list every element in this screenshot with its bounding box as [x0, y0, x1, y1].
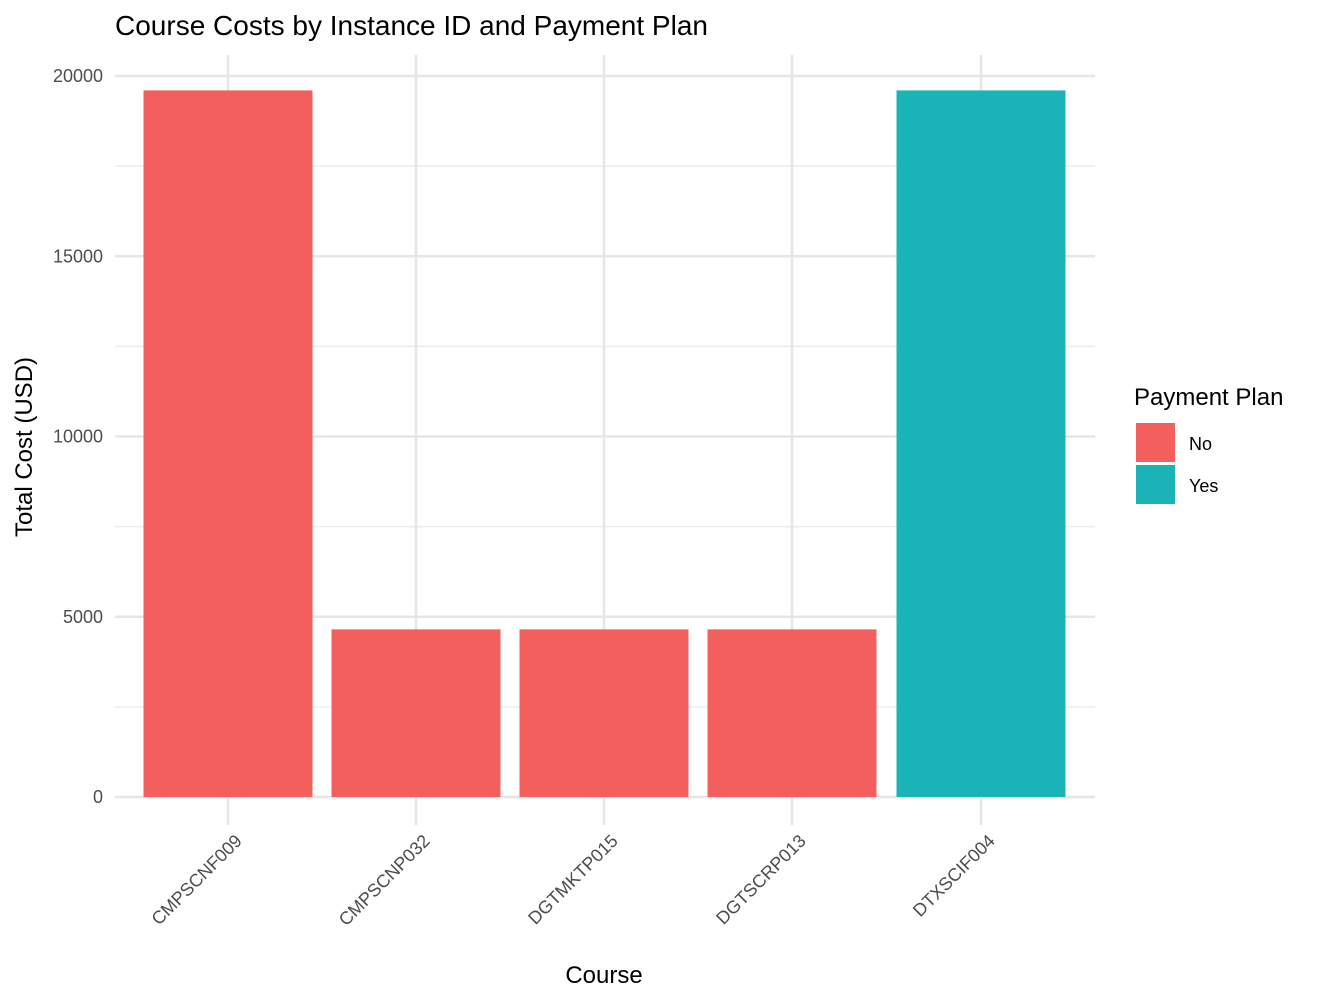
legend-label-yes: Yes	[1189, 476, 1218, 496]
legend-swatch-no	[1136, 423, 1175, 462]
x-axis-title: Course	[565, 962, 642, 989]
y-axis-title: Total Cost (USD)	[11, 357, 38, 537]
y-tick-label: 10000	[53, 427, 103, 447]
legend: Payment Plan No Yes	[1134, 384, 1283, 504]
bar-dgtscrp013	[707, 629, 877, 797]
chart-title: Course Costs by Instance ID and Payment …	[115, 10, 708, 41]
legend-title: Payment Plan	[1134, 384, 1283, 411]
bar-dgtmktp015	[519, 629, 689, 797]
legend-swatch-yes	[1136, 465, 1175, 504]
y-tick-label: 0	[93, 787, 103, 807]
y-tick-label: 20000	[53, 66, 103, 86]
bar-cmpscnp032	[331, 629, 501, 797]
bars	[143, 90, 1066, 798]
bar-cmpscnf009	[143, 90, 313, 798]
y-tick-label: 15000	[53, 246, 103, 266]
y-tick-label: 5000	[63, 607, 103, 627]
bar-dtxscif004	[896, 90, 1066, 798]
legend-label-no: No	[1189, 434, 1212, 454]
y-axis-ticks: 0 5000 10000 15000 20000	[53, 66, 103, 807]
